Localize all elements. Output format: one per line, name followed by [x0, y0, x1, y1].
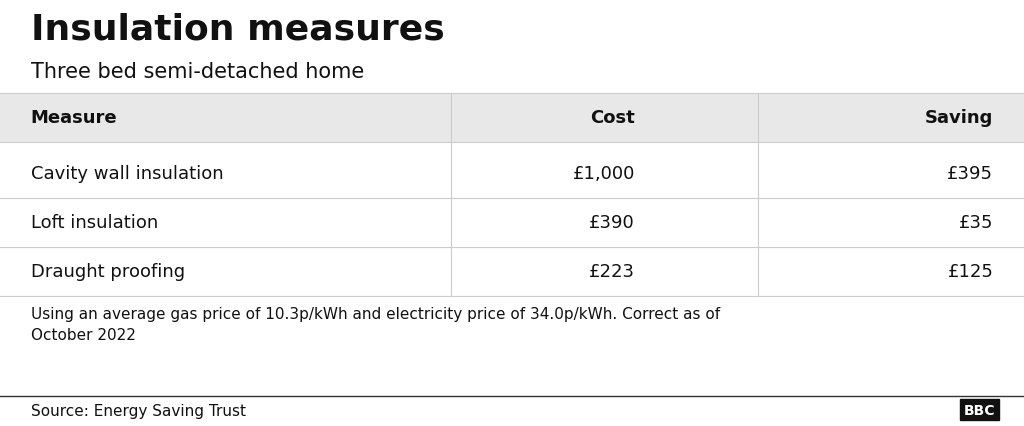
Text: £125: £125	[947, 262, 993, 281]
Text: £1,000: £1,000	[572, 164, 635, 183]
Text: Measure: Measure	[31, 109, 118, 127]
Text: Draught proofing: Draught proofing	[31, 262, 185, 281]
Text: Cost: Cost	[590, 109, 635, 127]
Text: Cavity wall insulation: Cavity wall insulation	[31, 164, 223, 183]
Text: £35: £35	[958, 213, 993, 232]
FancyBboxPatch shape	[0, 94, 1024, 143]
Text: Insulation measures: Insulation measures	[31, 13, 444, 47]
Text: Loft insulation: Loft insulation	[31, 213, 158, 232]
Text: £223: £223	[589, 262, 635, 281]
Text: BBC: BBC	[964, 403, 995, 417]
Text: Three bed semi-detached home: Three bed semi-detached home	[31, 62, 364, 82]
Text: £390: £390	[589, 213, 635, 232]
Text: £395: £395	[947, 164, 993, 183]
Text: Source: Energy Saving Trust: Source: Energy Saving Trust	[31, 403, 246, 417]
Text: Using an average gas price of 10.3p/kWh and electricity price of 34.0p/kWh. Corr: Using an average gas price of 10.3p/kWh …	[31, 307, 720, 343]
Text: Saving: Saving	[925, 109, 993, 127]
